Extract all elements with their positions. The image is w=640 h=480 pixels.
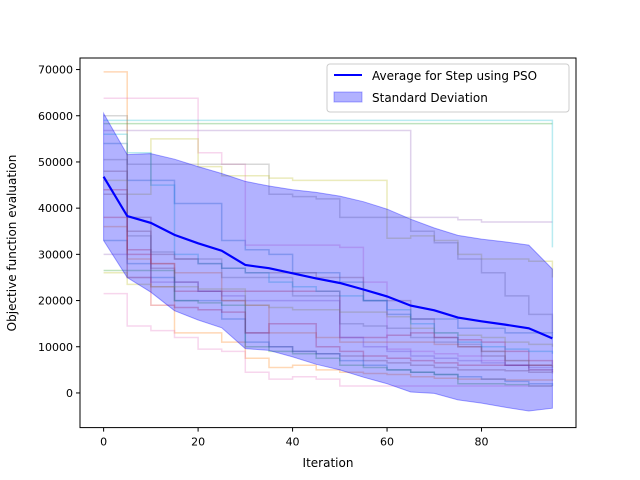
axes-frame [79, 57, 577, 429]
x-axis-label: Iteration [303, 456, 354, 470]
plot-area [102, 71, 554, 412]
y-tick-label: 10000 [38, 341, 73, 354]
x-tick-label: 60 [380, 436, 394, 449]
legend: Average for Step using PSO Standard Devi… [326, 63, 570, 113]
legend-band-label: Standard Deviation [372, 91, 488, 105]
run-line-2 [103, 71, 554, 381]
std-band [103, 111, 553, 412]
y-tick-label: 40000 [38, 202, 73, 215]
x-tick-label: 20 [191, 436, 205, 449]
run-line-6 [103, 193, 554, 374]
run-line-4 [103, 188, 554, 365]
mean-line [102, 176, 553, 340]
legend-band-swatch [333, 91, 363, 103]
y-axis-label: Objective function evaluation [5, 155, 19, 332]
legend-mean-label: Average for Step using PSO [372, 69, 537, 83]
x-tick-label: 0 [100, 436, 107, 449]
run-line-8 [103, 158, 554, 333]
y-tick-label: 70000 [38, 64, 73, 77]
y-tick-label: 0 [66, 387, 73, 400]
x-axis-ticks: 0 20 40 60 80 [100, 427, 489, 449]
run-line-9 [103, 138, 554, 278]
y-tick-label: 30000 [38, 248, 73, 261]
x-tick-label: 80 [475, 436, 489, 449]
y-tick-label: 60000 [38, 110, 73, 123]
run-line-12 [103, 225, 554, 368]
legend-box [326, 63, 570, 113]
run-line-7 [103, 97, 554, 373]
run-line-13 [103, 269, 553, 387]
run-line-14 [103, 216, 553, 366]
y-axis-ticks: 0 10000 20000 30000 40000 50000 60000 70000 [38, 64, 80, 400]
run-line-11 [103, 239, 554, 386]
run-line-19 [103, 272, 554, 347]
y-tick-label: 20000 [38, 295, 73, 308]
run-line-10 [103, 119, 554, 248]
run-line-1 [103, 142, 554, 338]
x-tick-label: 40 [286, 436, 300, 449]
run-line-18 [103, 115, 554, 368]
run-line-17 [103, 292, 553, 387]
y-tick-label: 50000 [38, 156, 73, 169]
run-line-15 [103, 253, 554, 370]
run-line-20 [103, 133, 554, 354]
run-line-5 [103, 129, 553, 223]
run-line-16 [103, 170, 554, 373]
